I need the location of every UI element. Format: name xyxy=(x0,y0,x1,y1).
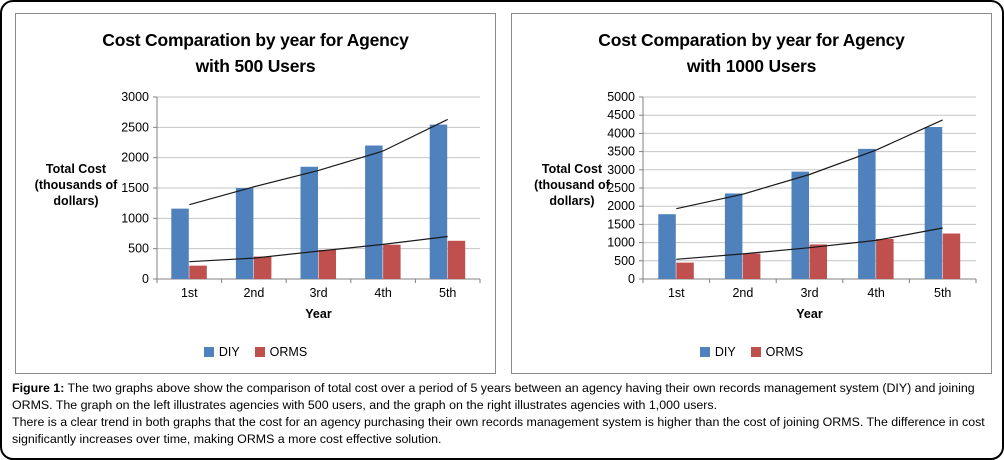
legend-item-diy: DIY xyxy=(699,345,736,359)
chart-title-1000: Cost Comparation by year for Agency with… xyxy=(512,27,991,79)
legend-swatch-diy xyxy=(699,347,710,357)
y-tick-label: 0 xyxy=(142,272,149,286)
y-tick-label: 0 xyxy=(628,272,635,286)
chart-title-500: Cost Comparation by year for Agency with… xyxy=(16,27,495,79)
y-tick-label: 3000 xyxy=(121,90,149,104)
y-axis-title-line: dollars) xyxy=(549,194,595,208)
bar-orms xyxy=(447,240,466,279)
bar-diy xyxy=(429,124,448,279)
y-tick-label: 1000 xyxy=(121,211,149,225)
chart-legend-1000: DIY ORMS xyxy=(512,345,991,359)
caption-paragraph-2: There is a clear trend in both graphs th… xyxy=(12,415,985,446)
y-axis-title-1000: Total Cost (thousand of dollars) xyxy=(514,161,630,209)
bar-diy xyxy=(858,148,876,279)
figure-caption: Figure 1: The two graphs above show the … xyxy=(12,380,998,448)
y-axis-title-line: (thousands of xyxy=(34,178,118,192)
y-axis-title-500: Total Cost (thousands of dollars) xyxy=(18,161,134,209)
chart-title-line2: with 500 Users xyxy=(195,56,316,76)
y-tick-label: 3500 xyxy=(607,145,635,159)
legend-swatch-diy xyxy=(203,347,214,357)
y-tick-label: 4000 xyxy=(607,126,635,140)
legend-swatch-orms xyxy=(750,347,761,357)
bar-orms xyxy=(189,265,207,279)
legend-label-orms: ORMS xyxy=(269,345,308,359)
chart-title-line1: Cost Comparation by year for Agency xyxy=(598,30,905,50)
legend-item-orms: ORMS xyxy=(254,345,308,359)
x-category-label: 4th xyxy=(867,286,884,300)
bar-diy xyxy=(924,127,943,279)
bar-orms xyxy=(876,238,894,279)
trend-line-diy xyxy=(189,118,448,206)
caption-paragraph-1: Figure 1: The two graphs above show the … xyxy=(12,380,998,414)
x-category-label: 5th xyxy=(934,286,951,300)
caption-paragraph-1-text: The two graphs above show the comparison… xyxy=(12,381,975,412)
y-tick-label: 1000 xyxy=(607,236,635,250)
x-category-label: 3rd xyxy=(309,286,327,300)
y-tick-label: 1500 xyxy=(607,217,635,231)
bar-orms xyxy=(942,233,961,279)
x-category-label: 2nd xyxy=(243,286,264,300)
chart-legend-500: DIY ORMS xyxy=(16,345,495,359)
bar-orms xyxy=(253,256,272,279)
y-tick-label: 500 xyxy=(128,242,149,256)
bar-diy xyxy=(300,166,318,279)
chart-plot-1000: 0 500 1000 1500 2000 2500 3000 3500 4000 4500 5000… xyxy=(607,90,977,321)
x-category-label: 1st xyxy=(668,286,685,300)
y-tick-label: 2500 xyxy=(121,120,149,134)
bar-diy xyxy=(235,188,254,279)
x-category-label: 1st xyxy=(181,286,198,300)
x-category-label: 3rd xyxy=(800,286,818,300)
y-axis-title-line: Total Cost xyxy=(45,162,107,176)
legend-swatch-orms xyxy=(254,347,265,357)
legend-item-orms: ORMS xyxy=(750,345,804,359)
x-category-label: 2nd xyxy=(732,286,753,300)
bar-diy xyxy=(171,208,189,279)
legend-label-diy: DIY xyxy=(714,345,736,359)
y-tick-label: 2000 xyxy=(121,151,149,165)
bar-orms xyxy=(383,244,401,279)
legend-label-orms: ORMS xyxy=(765,345,804,359)
bar-diy xyxy=(724,193,743,279)
chart-panel-1000-users: 0 500 1000 1500 2000 2500 3000 3500 4000 4500 5000… xyxy=(511,13,992,374)
y-axis-title-line: Total Cost xyxy=(541,162,603,176)
y-tick-label: 5000 xyxy=(607,90,635,104)
chart-title-line1: Cost Comparation by year for Agency xyxy=(102,30,409,50)
y-axis-title-line: dollars) xyxy=(53,194,99,208)
trend-line-orms xyxy=(189,235,448,263)
chart-panel-500-users: 0 500 1000 1500 2000 2500 3000 1st 2nd 3rd 4th 5th Y… xyxy=(15,13,496,374)
y-axis-title-line: (thousand of xyxy=(534,178,610,192)
y-tick-label: 1500 xyxy=(121,181,149,195)
trend-line-diy xyxy=(676,119,943,210)
bar-orms xyxy=(809,244,827,279)
x-axis-title: Year xyxy=(796,307,823,321)
bar-diy xyxy=(365,145,383,279)
x-axis-title: Year xyxy=(305,307,332,321)
bar-orms xyxy=(676,262,694,279)
y-tick-label: 500 xyxy=(614,254,635,268)
legend-item-diy: DIY xyxy=(203,345,240,359)
bar-orms xyxy=(318,249,336,279)
y-tick-label: 3000 xyxy=(607,163,635,177)
y-tick-label: 2500 xyxy=(607,181,635,195)
y-tick-label: 2000 xyxy=(607,199,635,213)
x-category-label: 4th xyxy=(374,286,391,300)
caption-figure-label: Figure 1: xyxy=(12,381,65,395)
chart-plot-500: 0 500 1000 1500 2000 2500 3000 1st 2nd 3rd 4th 5th Y… xyxy=(121,90,481,321)
bar-diy xyxy=(791,171,809,279)
bar-diy xyxy=(658,214,676,279)
bar-orms xyxy=(742,253,761,279)
trend-line-orms xyxy=(676,227,943,260)
y-tick-label: 4500 xyxy=(607,108,635,122)
legend-label-diy: DIY xyxy=(218,345,240,359)
x-category-label: 5th xyxy=(439,286,456,300)
chart-title-line2: with 1000 Users xyxy=(686,56,817,76)
